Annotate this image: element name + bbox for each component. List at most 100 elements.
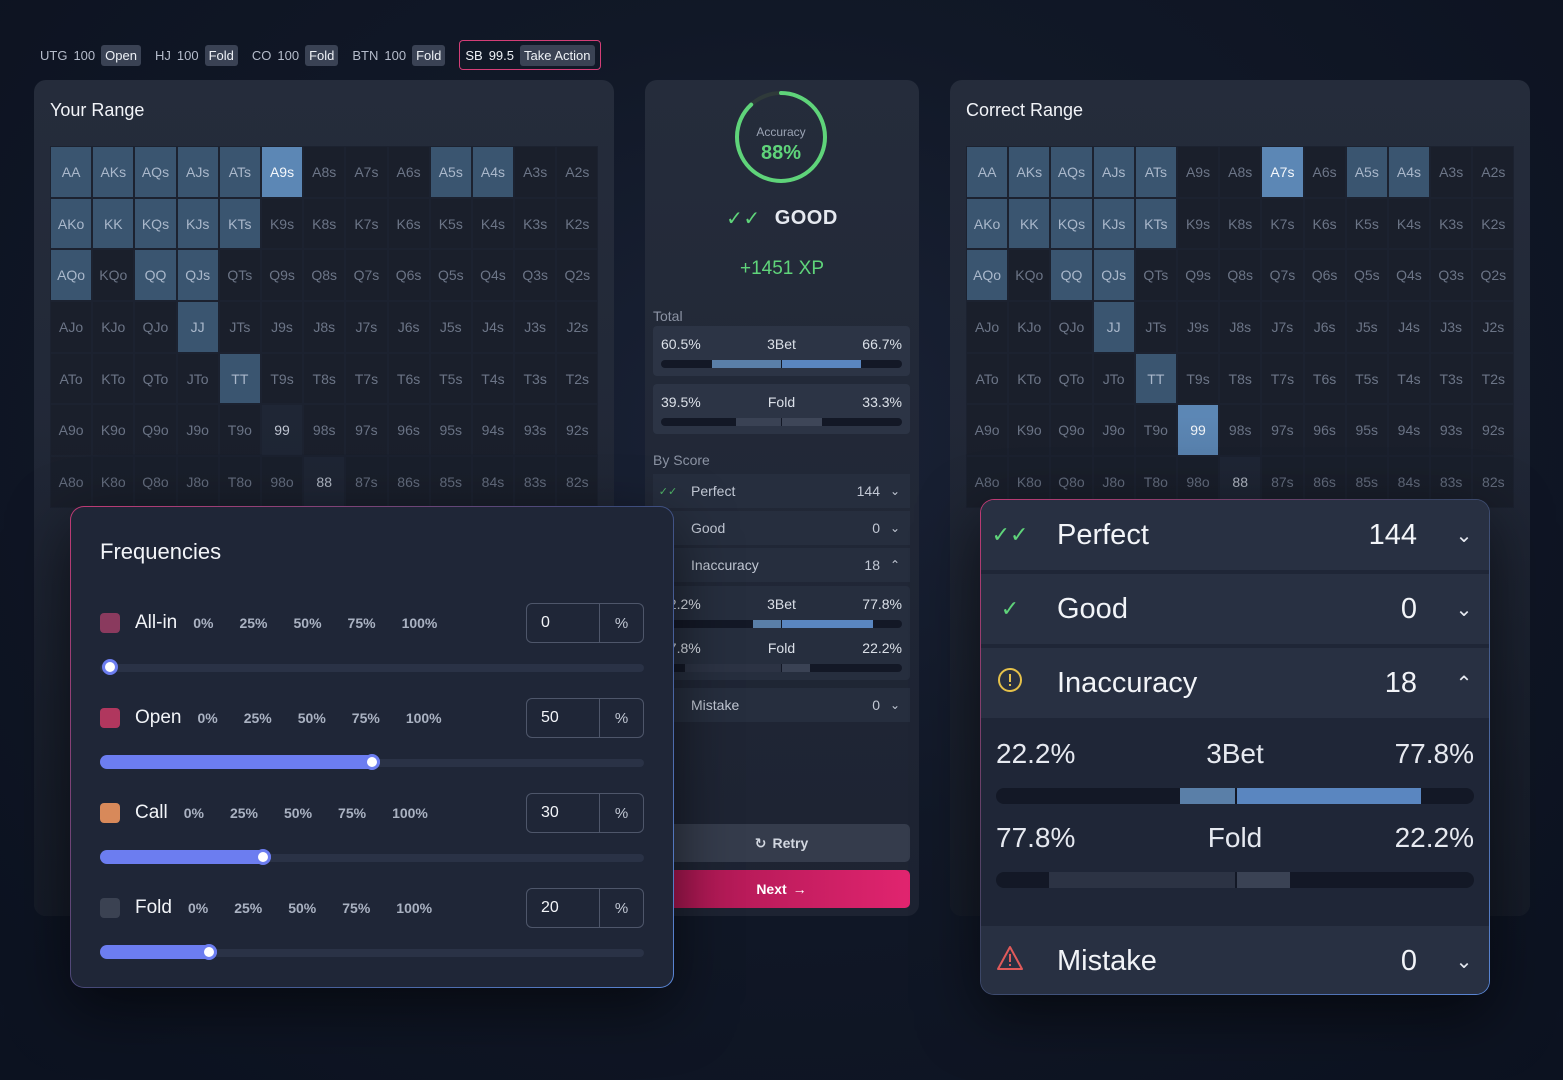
hand-cell[interactable]: T8o (218, 456, 261, 508)
hand-cell[interactable]: Q7s (345, 249, 388, 302)
hand-cell[interactable]: T8s (303, 352, 346, 405)
hand-cell[interactable]: JTs (1134, 301, 1177, 353)
hand-cell[interactable]: K3s (1430, 197, 1473, 250)
hand-cell[interactable]: 88 (303, 456, 346, 508)
hand-cell[interactable]: J6s (387, 301, 430, 353)
slider-track[interactable] (100, 949, 644, 957)
hand-cell[interactable]: Q3s (1430, 249, 1473, 302)
input-value[interactable]: 30 (541, 804, 559, 821)
popup-row-mistake[interactable]: Mistake 0 ⌄ (981, 926, 1489, 994)
hand-cell[interactable]: TT (1134, 352, 1177, 405)
hand-cell[interactable]: J8s (1219, 301, 1262, 353)
hand-cell[interactable]: Q9s (260, 249, 304, 302)
hand-cell[interactable]: T2s (1472, 352, 1515, 405)
hand-cell[interactable]: T3s (1430, 352, 1473, 405)
hand-cell[interactable]: A3s (1430, 146, 1473, 198)
preset-percent-button[interactable]: 0% (187, 900, 209, 916)
hand-cell[interactable]: T3s (514, 352, 557, 405)
preset-percent-button[interactable]: 75% (351, 710, 380, 726)
slider-track[interactable] (100, 664, 644, 672)
hand-cell[interactable]: A8s (1219, 146, 1262, 198)
hand-cell[interactable]: 98s (303, 404, 346, 457)
frequency-slider[interactable] (100, 944, 644, 960)
hand-cell[interactable]: A9s (1176, 146, 1220, 198)
hand-cell[interactable]: 84s (471, 456, 515, 508)
chevron-down-icon[interactable]: ⌄ (889, 698, 901, 712)
hand-cell[interactable]: A7s (1261, 146, 1304, 198)
popup-row-perfect[interactable]: ✓✓ Perfect 144 ⌄ (981, 500, 1489, 570)
hand-cell[interactable]: KTo (1008, 352, 1051, 405)
hand-cell[interactable]: 94s (471, 404, 515, 457)
score-row-perfect[interactable]: ✓✓ Perfect 144 ⌄ (653, 474, 910, 508)
hand-cell[interactable]: 98o (260, 456, 304, 508)
hand-cell[interactable]: A2s (1472, 146, 1515, 198)
hand-cell[interactable]: J7s (1261, 301, 1304, 353)
hand-cell[interactable]: 96s (1303, 404, 1346, 457)
hand-cell[interactable]: 92s (556, 404, 599, 457)
hand-cell[interactable]: 86s (387, 456, 430, 508)
popup-row-inaccuracy[interactable]: Inaccuracy 18 ⌃ (981, 648, 1489, 718)
hand-cell[interactable]: 94s (1387, 404, 1431, 457)
hand-cell[interactable]: A4s (471, 146, 515, 198)
hand-cell[interactable]: Q6s (1303, 249, 1346, 302)
hand-cell[interactable]: T9s (260, 352, 304, 405)
hand-cell[interactable]: AJo (966, 301, 1009, 353)
hand-cell[interactable]: AQs (1050, 146, 1093, 198)
preset-percent-button[interactable]: 50% (284, 805, 313, 821)
preset-percent-button[interactable]: 75% (338, 805, 367, 821)
hand-cell[interactable]: K7s (345, 197, 388, 250)
frequency-input[interactable]: 20% (526, 888, 644, 928)
hand-cell[interactable]: A9s (260, 146, 304, 198)
hand-cell[interactable]: Q5s (1345, 249, 1388, 302)
hand-cell[interactable]: K5s (429, 197, 472, 250)
hand-cell[interactable]: J9o (176, 404, 219, 457)
frequency-input[interactable]: 30% (526, 793, 644, 833)
hand-cell[interactable]: 82s (556, 456, 599, 508)
hand-cell[interactable]: T7s (345, 352, 388, 405)
hand-cell[interactable]: K6s (387, 197, 430, 250)
hand-cell[interactable]: ATo (966, 352, 1009, 405)
chevron-down-icon[interactable]: ⌄ (1455, 524, 1473, 547)
preset-percent-button[interactable]: 100% (405, 710, 442, 726)
hand-cell[interactable]: AA (966, 146, 1009, 198)
hand-cell[interactable]: A8s (303, 146, 346, 198)
input-value[interactable]: 0 (541, 614, 550, 631)
hand-cell[interactable]: 83s (514, 456, 557, 508)
hand-cell[interactable]: KJs (176, 197, 219, 250)
hand-cell[interactable]: A9o (50, 404, 93, 457)
hand-cell[interactable]: Q8s (1219, 249, 1262, 302)
hand-cell[interactable]: J9o (1092, 404, 1135, 457)
hand-cell[interactable]: 95s (429, 404, 472, 457)
hand-cell[interactable]: A3s (514, 146, 557, 198)
hand-cell[interactable]: A9o (966, 404, 1009, 457)
hand-cell[interactable]: JTo (176, 352, 219, 405)
hand-cell[interactable]: J7s (345, 301, 388, 353)
hand-cell[interactable]: 99 (1176, 404, 1220, 457)
preset-percent-button[interactable]: 25% (243, 710, 272, 726)
hand-cell[interactable]: T4s (471, 352, 515, 405)
hand-cell[interactable]: Q9s (1176, 249, 1220, 302)
hand-cell[interactable]: Q4s (471, 249, 515, 302)
frequency-input[interactable]: 0% (526, 603, 644, 643)
hand-cell[interactable]: Q6s (387, 249, 430, 302)
hand-cell[interactable]: T9o (218, 404, 261, 457)
frequency-input[interactable]: 50% (526, 698, 644, 738)
hand-cell[interactable]: QJo (1050, 301, 1093, 353)
hand-cell[interactable]: KJo (1008, 301, 1051, 353)
chevron-down-icon[interactable]: ⌄ (889, 521, 901, 535)
preset-percent-button[interactable]: 25% (229, 805, 258, 821)
hand-cell[interactable]: 87s (345, 456, 388, 508)
hand-cell[interactable]: 85s (429, 456, 472, 508)
hand-cell[interactable]: K2s (556, 197, 599, 250)
hand-cell[interactable]: Q8s (303, 249, 346, 302)
hand-cell[interactable]: KTs (1134, 197, 1177, 250)
hand-cell[interactable]: K5s (1345, 197, 1388, 250)
hand-cell[interactable]: K4s (471, 197, 515, 250)
hand-cell[interactable]: J2s (1472, 301, 1515, 353)
hand-cell[interactable]: T2s (556, 352, 599, 405)
hand-cell[interactable]: KTo (92, 352, 135, 405)
hand-cell[interactable]: 99 (260, 404, 304, 457)
chevron-up-icon[interactable]: ⌃ (1455, 672, 1473, 695)
hand-cell[interactable]: J4s (1387, 301, 1431, 353)
hand-cell[interactable]: T8s (1219, 352, 1262, 405)
